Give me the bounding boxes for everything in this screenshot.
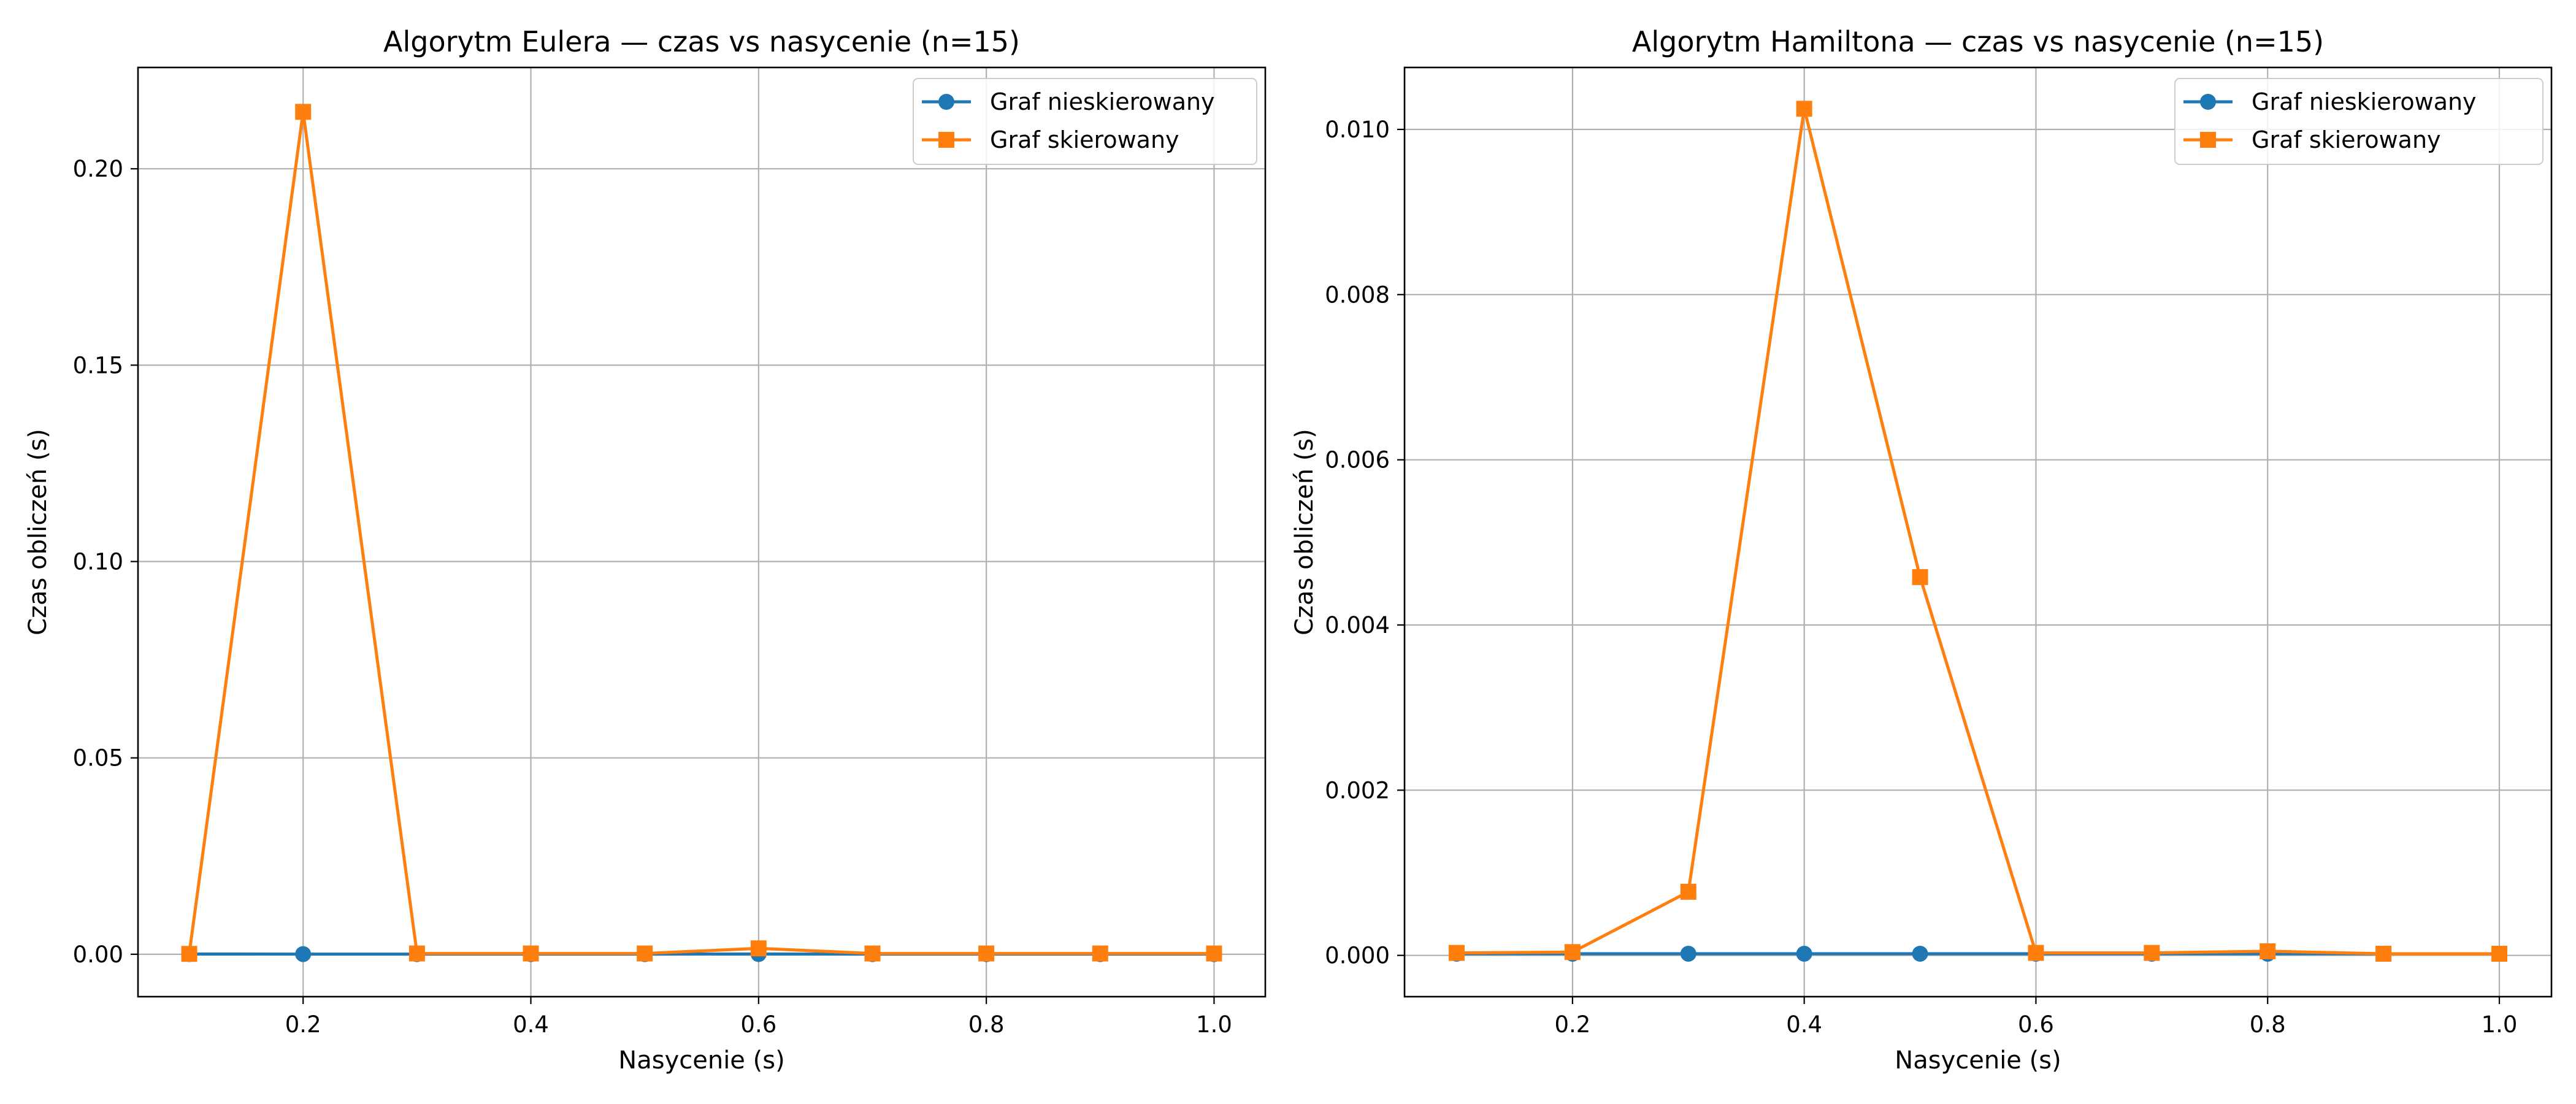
series-2-point — [750, 940, 767, 957]
x-tick-label: 0.6 — [2018, 1011, 2054, 1038]
series-1-point — [1912, 945, 1928, 962]
series-2-point — [1206, 945, 1222, 962]
legend-marker-2 — [938, 132, 954, 148]
series-2-point — [2491, 945, 2507, 962]
legend-marker-1 — [938, 94, 954, 110]
x-tick-label: 0.8 — [2250, 1011, 2286, 1038]
chart-panel-2: 0.2 0.4 0.6 0.8 1.0 0.000 0.002 0.004 0.006 0.008… — [1290, 25, 2553, 1075]
series-2-point — [295, 104, 312, 120]
y-tick-label: 0.004 — [1325, 612, 1390, 638]
legend: Graf nieskierowany Graf skierowany — [913, 78, 1257, 165]
series-2-point — [408, 945, 425, 962]
x-tick-label: 0.4 — [513, 1011, 549, 1038]
y-tick-label: 0.00 — [73, 941, 123, 968]
x-tick-label: 0.2 — [285, 1011, 321, 1038]
series-2-point — [2144, 945, 2160, 961]
legend-box — [2174, 78, 2543, 165]
axes-frame — [1403, 66, 2553, 998]
x-axis-label: Nasycenie (s) — [618, 1046, 784, 1075]
legend-marker-1 — [2200, 94, 2216, 110]
series-2-point — [637, 945, 653, 962]
x-tick-label: 0.2 — [1554, 1011, 1590, 1038]
series-2-point — [2375, 945, 2392, 962]
series-2-point — [978, 945, 995, 962]
legend-label-2: Graf skierowany — [990, 126, 1179, 153]
legend-marker-2 — [2200, 132, 2216, 148]
series-2-point — [1564, 944, 1581, 960]
x-axis-label: Nasycenie (s) — [1895, 1046, 2061, 1075]
series-line-2 — [188, 110, 1214, 956]
x-tick-label: 0.8 — [968, 1011, 1005, 1038]
series-2-point — [1912, 569, 1928, 585]
series-2-point — [1796, 101, 1812, 117]
series-line-2 — [1456, 107, 2499, 956]
legend-box — [913, 78, 1257, 165]
chart-panel-1: 0.2 0.4 0.6 0.8 1.0 0.00 0.05 0.10 0.15 0.20 Algor… — [24, 25, 1267, 1075]
legend-label-1: Graf nieskierowany — [990, 88, 1215, 115]
series-2-point — [1449, 945, 1465, 961]
chart-title: Algorytm Eulera — czas vs nasycenie (n=1… — [383, 25, 1020, 58]
x-tick-label: 0.6 — [740, 1011, 776, 1038]
y-axis-label: Czas obliczeń (s) — [24, 429, 52, 635]
x-tick-label: 1.0 — [2482, 1011, 2518, 1038]
series-1-point — [1796, 945, 1812, 962]
y-tick-label: 0.010 — [1325, 117, 1390, 143]
y-tick-label: 0.15 — [73, 352, 123, 378]
legend-label-2: Graf skierowany — [2252, 126, 2441, 153]
series-2-point — [181, 946, 197, 962]
x-tick-label: 0.4 — [1786, 1011, 1822, 1038]
series-2-point — [1680, 883, 1696, 900]
y-tick-label: 0.10 — [73, 549, 123, 575]
y-tick-label: 0.05 — [73, 745, 123, 772]
axes-frame — [137, 66, 1267, 998]
x-tick-label: 1.0 — [1196, 1011, 1232, 1038]
y-axis-label: Czas obliczeń (s) — [1290, 429, 1319, 635]
y-tick-label: 0.006 — [1325, 447, 1390, 473]
legend: Graf nieskierowany Graf skierowany — [2174, 78, 2543, 165]
y-tick-label: 0.20 — [73, 156, 123, 182]
y-tick-label: 0.000 — [1325, 943, 1390, 969]
series-2-point — [523, 945, 539, 962]
chart-title: Algorytm Hamiltona — czas vs nasycenie (… — [1632, 25, 2324, 58]
series-2-point — [864, 945, 881, 962]
series-1-point — [295, 946, 312, 962]
legend-label-1: Graf nieskierowany — [2252, 88, 2477, 115]
series-1-point — [1680, 945, 1696, 962]
series-2-point — [2028, 945, 2044, 961]
y-tick-label: 0.008 — [1325, 282, 1390, 308]
series-2-point — [2260, 943, 2276, 959]
series-2-point — [1092, 945, 1108, 962]
y-tick-label: 0.002 — [1325, 777, 1390, 803]
